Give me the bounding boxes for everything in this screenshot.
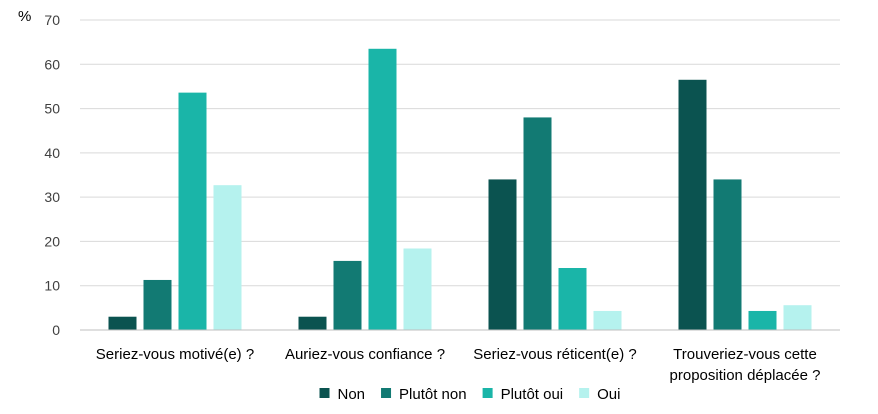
bar-plut-t-non <box>713 179 742 330</box>
bar-non <box>488 179 517 330</box>
legend: Non Plutôt non Plutôt oui Oui <box>319 386 620 403</box>
bar-oui <box>403 248 432 330</box>
category-label: Seriez-vous motivé(e) ? <box>96 346 254 363</box>
category-label: Seriez-vous réticent(e) ? <box>473 346 636 363</box>
bar-plut-t-non <box>143 279 172 330</box>
bar-non <box>298 316 327 330</box>
category-label: Auriez-vous confiance ? <box>285 346 445 363</box>
y-tick-label: 50 <box>44 101 60 117</box>
legend-swatch <box>579 388 590 398</box>
bar-non <box>108 316 137 330</box>
legend-swatch <box>319 388 330 398</box>
legend-swatch <box>381 388 392 398</box>
y-axis-unit: % <box>18 8 31 25</box>
y-tick-label: 60 <box>44 56 60 72</box>
legend-label: Non <box>338 386 366 403</box>
bar-plut-t-oui <box>178 92 207 330</box>
bar-oui <box>213 185 242 330</box>
legend-item: Plutôt oui <box>482 386 564 403</box>
y-tick-label: 70 <box>44 12 60 28</box>
y-tick-label: 0 <box>52 322 60 338</box>
category-label: Trouveriez-vous cette proposition déplacé… <box>670 346 821 384</box>
x-axis: Seriez-vous motivé(e) ? Auriez-vous confi… <box>80 329 840 384</box>
y-tick-label: 20 <box>44 233 60 249</box>
y-tick-label: 40 <box>44 145 60 161</box>
bar-oui <box>593 310 622 330</box>
bar-plut-t-non <box>523 117 552 330</box>
bar-oui <box>783 305 812 330</box>
legend-item: Oui <box>579 386 620 403</box>
y-axis: 0 10 20 30 40 50 60 70 <box>44 12 60 338</box>
gridlines <box>80 19 840 287</box>
bar-non <box>678 79 707 331</box>
bars <box>108 48 812 331</box>
legend-label: Plutôt oui <box>501 386 564 403</box>
legend-item: Plutôt non <box>381 386 467 403</box>
bar-plut-t-oui <box>558 268 587 330</box>
legend-label: Oui <box>597 386 620 403</box>
bar-plut-t-non <box>333 260 362 330</box>
y-tick-label: 30 <box>44 189 60 205</box>
legend-swatch <box>482 388 493 398</box>
legend-label: Plutôt non <box>399 386 467 403</box>
legend-item: Non <box>319 386 366 403</box>
bar-plut-t-oui <box>748 310 777 330</box>
y-tick-label: 10 <box>44 278 60 294</box>
bar-plut-t-oui <box>368 48 397 331</box>
